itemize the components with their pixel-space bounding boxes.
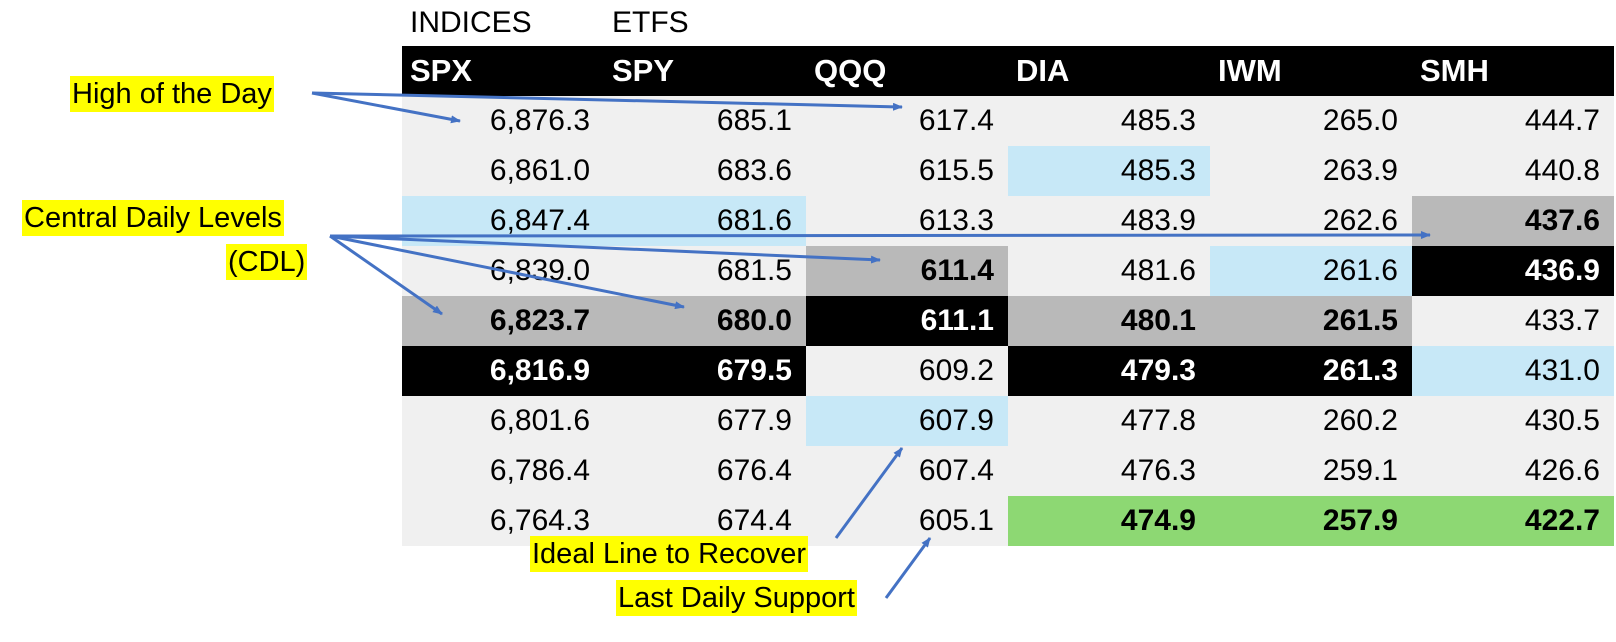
table-cell: 262.6 bbox=[1210, 196, 1412, 246]
table-cell: 607.9 bbox=[806, 396, 1008, 446]
column-header-spy: SPY bbox=[604, 46, 806, 96]
column-header-dia: DIA bbox=[1008, 46, 1210, 96]
table-cell: 261.6 bbox=[1210, 246, 1412, 296]
table-cell: 681.5 bbox=[604, 246, 806, 296]
table-cell: 261.3 bbox=[1210, 346, 1412, 396]
table-cell: 615.5 bbox=[806, 146, 1008, 196]
arrow-support-qqq bbox=[884, 537, 932, 599]
table-cell: 481.6 bbox=[1008, 246, 1210, 296]
table-cell: 679.5 bbox=[604, 346, 806, 396]
table-cell: 683.6 bbox=[604, 146, 806, 196]
table-cell: 257.9 bbox=[1210, 496, 1412, 546]
table-cell: 611.4 bbox=[806, 246, 1008, 296]
table-cell: 6,839.0 bbox=[402, 246, 604, 296]
table-cell: 605.1 bbox=[806, 496, 1008, 546]
column-header-qqq: QQQ bbox=[806, 46, 1008, 96]
table-cell: 263.9 bbox=[1210, 146, 1412, 196]
levels-table: SPX SPY QQQ DIA IWM SMH 6,876.3 685.1 617.4 485.3… bbox=[402, 46, 1614, 546]
table-cell: 433.7 bbox=[1412, 296, 1614, 346]
column-header-smh: SMH bbox=[1412, 46, 1614, 96]
table-cell: 6,801.6 bbox=[402, 396, 604, 446]
cdl-annotation-line1: Central Daily Levels bbox=[22, 200, 284, 236]
table-cell: 437.6 bbox=[1412, 196, 1614, 246]
table-cell: 6,861.0 bbox=[402, 146, 604, 196]
table-cell: 444.7 bbox=[1412, 96, 1614, 146]
column-header-spx: SPX bbox=[402, 46, 604, 96]
table-cell: 431.0 bbox=[1412, 346, 1614, 396]
table-cell: 422.7 bbox=[1412, 496, 1614, 546]
table-cell: 477.8 bbox=[1008, 396, 1210, 446]
table-cell: 476.3 bbox=[1008, 446, 1210, 496]
table-cell: 6,786.4 bbox=[402, 446, 604, 496]
table-cell: 681.6 bbox=[604, 196, 806, 246]
column-header-iwm: IWM bbox=[1210, 46, 1412, 96]
table-cell: 426.6 bbox=[1412, 446, 1614, 496]
table-cell: 260.2 bbox=[1210, 396, 1412, 446]
table-cell: 6,847.4 bbox=[402, 196, 604, 246]
table-cell: 676.4 bbox=[604, 446, 806, 496]
table-cell: 677.9 bbox=[604, 396, 806, 446]
table-cell: 259.1 bbox=[1210, 446, 1412, 496]
table-cell: 483.9 bbox=[1008, 196, 1210, 246]
table-cell: 6,816.9 bbox=[402, 346, 604, 396]
table-cell: 685.1 bbox=[604, 96, 806, 146]
table-cell: 261.5 bbox=[1210, 296, 1412, 346]
table-cell: 480.1 bbox=[1008, 296, 1210, 346]
table-cell: 611.1 bbox=[806, 296, 1008, 346]
table-cell: 485.3 bbox=[1008, 96, 1210, 146]
table-cell: 265.0 bbox=[1210, 96, 1412, 146]
table-cell: 607.4 bbox=[806, 446, 1008, 496]
table-cell: 617.4 bbox=[806, 96, 1008, 146]
etfs-label: ETFS bbox=[612, 6, 689, 39]
high-of-day-annotation: High of the Day bbox=[70, 76, 274, 112]
table-cell: 680.0 bbox=[604, 296, 806, 346]
indices-label: INDICES bbox=[410, 6, 532, 39]
table-cell: 479.3 bbox=[1008, 346, 1210, 396]
table-cell: 485.3 bbox=[1008, 146, 1210, 196]
ideal-line-annotation: Ideal Line to Recover bbox=[530, 536, 809, 572]
table-cell: 613.3 bbox=[806, 196, 1008, 246]
table-cell: 609.2 bbox=[806, 346, 1008, 396]
table-cell: 6,764.3 bbox=[402, 496, 604, 546]
table-cell: 430.5 bbox=[1412, 396, 1614, 446]
cdl-annotation-line2: (CDL) bbox=[226, 244, 308, 280]
last-support-annotation: Last Daily Support bbox=[616, 580, 857, 616]
table-cell: 440.8 bbox=[1412, 146, 1614, 196]
table-cell: 6,876.3 bbox=[402, 96, 604, 146]
table-cell: 474.9 bbox=[1008, 496, 1210, 546]
table-cell: 436.9 bbox=[1412, 246, 1614, 296]
table-cell: 6,823.7 bbox=[402, 296, 604, 346]
